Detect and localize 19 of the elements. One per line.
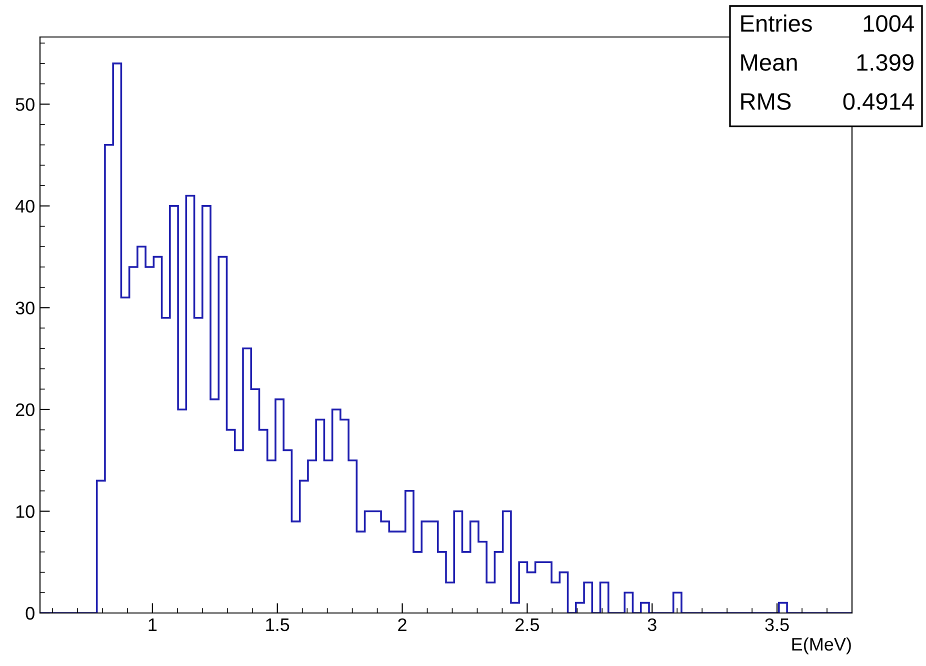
annotation: Mean: [741, 54, 797, 71]
text: Entries: [741, 14, 812, 32]
annotation: 0.4914: [843, 93, 914, 110]
y-tick-label: 0: [26, 606, 34, 620]
y-tick-label: 40: [15, 200, 34, 213]
x-tick-label: 1: [148, 618, 157, 631]
text: 1.399: [857, 54, 914, 71]
x-tick-label: 1.5: [266, 618, 290, 632]
y-tick-label: 20: [16, 403, 34, 416]
x-axis-title: E(MeV): [792, 637, 851, 654]
annotation: RMS: [741, 93, 791, 110]
x-tick-label: 3: [648, 618, 656, 632]
y-tick-label: 30: [16, 302, 34, 314]
y-tick-label: 50: [16, 98, 34, 111]
x-tick-label: 2.5: [516, 618, 539, 632]
x-tick-label: 2: [398, 618, 406, 631]
text: 1004: [864, 15, 914, 32]
y-tick-label: 10: [16, 505, 34, 518]
x-tick-label: 3.5: [765, 618, 789, 632]
